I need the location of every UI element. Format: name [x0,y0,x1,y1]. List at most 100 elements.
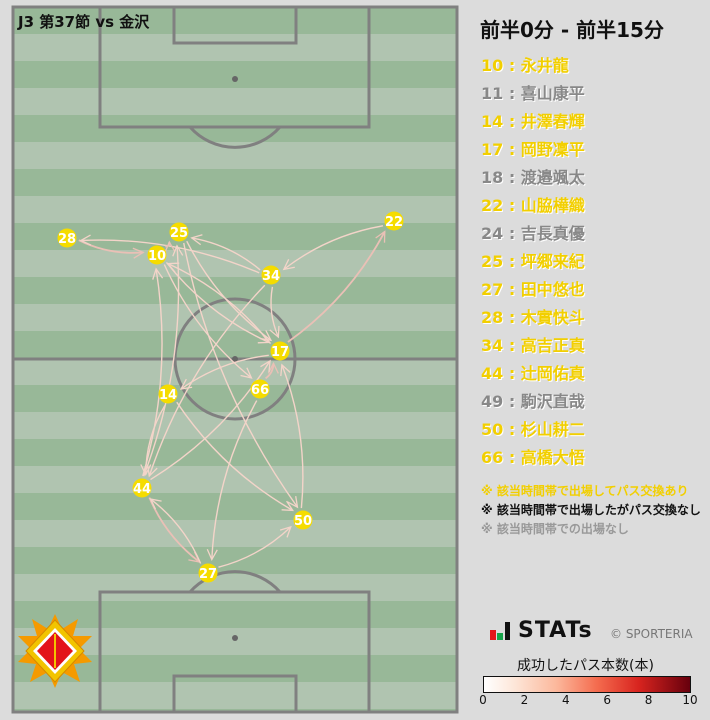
pitch: 28 25 10 22 34 17 14 66 44 50 27 [11,5,459,714]
player-node [270,341,290,361]
player-node [57,228,77,248]
colorbar-tick: 10 [682,693,698,707]
player-list: 10 : 永井龍 11 : 喜山康平 14 : 井澤春輝 17 : 岡野凜平 18 : … [481,52,585,472]
pass-arrowhead [149,498,162,510]
pitch-stripe [13,7,457,34]
bar-chart-icon [490,621,510,640]
player-node-label: 34 [262,269,280,284]
pass-line [167,262,272,345]
goal-area-bottom [172,674,298,714]
pass-arrowhead [172,244,184,257]
pitch-stripe [13,682,457,709]
player-node [132,478,152,498]
pitch-stripe [13,547,457,574]
player-node-label: 66 [251,383,269,398]
player-item: 24 : 吉長真優 [481,224,585,243]
pass-line [148,284,266,477]
pass-line [143,245,180,477]
player-item: 14 : 井澤春輝 [481,112,585,131]
colorbar-tick: 0 [479,693,487,707]
pass-line [163,264,252,379]
player-node [250,379,270,399]
pass-line [150,498,202,564]
penalty-arc-bottom [188,570,282,593]
center-spot [232,356,238,362]
pitch-stripe [13,331,457,358]
pass-line [145,405,166,475]
goal-area-top [172,5,298,45]
player-item: 25 : 坪郷来紀 [481,252,585,271]
legend-notes: ※ 該当時間帯で出場してパス交換あり ※ 該当時間帯で出場したがパス交換なし ※ 該… [481,482,701,539]
pitch-stripe [13,439,457,466]
pass-line [218,526,292,568]
colorbar-title: 成功したパス本数(本) [517,658,654,674]
player-item: 50 : 杉山耕二 [481,420,585,439]
pass-arrowhead [267,361,279,374]
pass-arrowhead [281,500,295,512]
colorbar-tick: 8 [644,693,653,707]
player-item: 49 : 駒沢直哉 [481,392,585,411]
pass-arrowhead [260,359,271,373]
pitch-stripe [13,61,457,88]
player-item: 34 : 高吉正真 [481,336,585,355]
player-node [261,265,281,285]
player-node [384,211,404,231]
player-item: 18 : 渡邉颯太 [481,168,585,187]
pass-arrowhead [190,234,203,246]
colorbar-tick: 2 [520,693,529,707]
pass-arrowhead [287,495,299,509]
pass-arrowhead [166,262,180,273]
pass-arrowhead [140,464,152,476]
pitch-stripe [13,169,457,196]
club-emblem-logo [18,614,92,688]
player-node-label: 22 [385,215,403,230]
pitch-stripe [13,628,457,655]
legend-note: ※ 該当時間帯での出場なし [481,522,629,536]
player-item: 27 : 田中悠也 [481,280,585,299]
player-node-label: 50 [294,514,312,529]
pass-line [287,231,386,343]
player-node [198,563,218,583]
pass-line [191,237,261,271]
pass-line [150,360,271,481]
pass-arrowhead [206,549,218,561]
pass-arrowhead [259,330,273,342]
player-node-label: 14 [159,388,177,403]
penalty-spot-bottom [232,635,238,641]
pitch-stripe [13,34,457,61]
pass-line [281,364,304,509]
pitch-stripe [13,196,457,223]
pass-line [165,261,270,344]
pass-arrowhead [152,267,164,280]
pass-line [211,400,258,560]
pitch-stripe [13,466,457,493]
match-title: J3 第37節 vs 金沢 [18,13,150,31]
period-title: 前半0分 - 前半15分 [480,18,664,42]
legend-note: ※ 該当時間帯で出場したがパス交換なし [481,503,701,517]
center-circle [173,297,297,421]
pitch-stripe [13,412,457,439]
player-node [147,245,167,265]
player-item: 17 : 岡野凜平 [481,140,585,159]
pass-arrowhead [282,259,295,271]
player-item: 10 : 永井龍 [481,56,569,75]
penalty-spot-top [232,76,238,82]
player-node [293,510,313,530]
pass-line [142,268,163,477]
player-item: 28 : 木實快斗 [481,308,585,327]
player-item: 11 : 喜山康平 [481,84,585,103]
pass-arrowhead [164,240,176,253]
pitch-stripe [13,493,457,520]
pass-arrowhead [375,230,386,243]
pass-line [176,401,294,512]
legend-note: ※ 該当時間帯で出場してパス交換あり [481,484,689,498]
pass-line [283,225,384,270]
pass-arrowhead [280,363,291,377]
pitch-stripe [13,304,457,331]
pass-arrowhead [132,247,145,259]
pitch-stripe [13,574,457,601]
colorbar [483,676,691,693]
pass-line [183,242,299,508]
player-node-label: 25 [170,226,188,241]
pass-line [180,354,269,390]
